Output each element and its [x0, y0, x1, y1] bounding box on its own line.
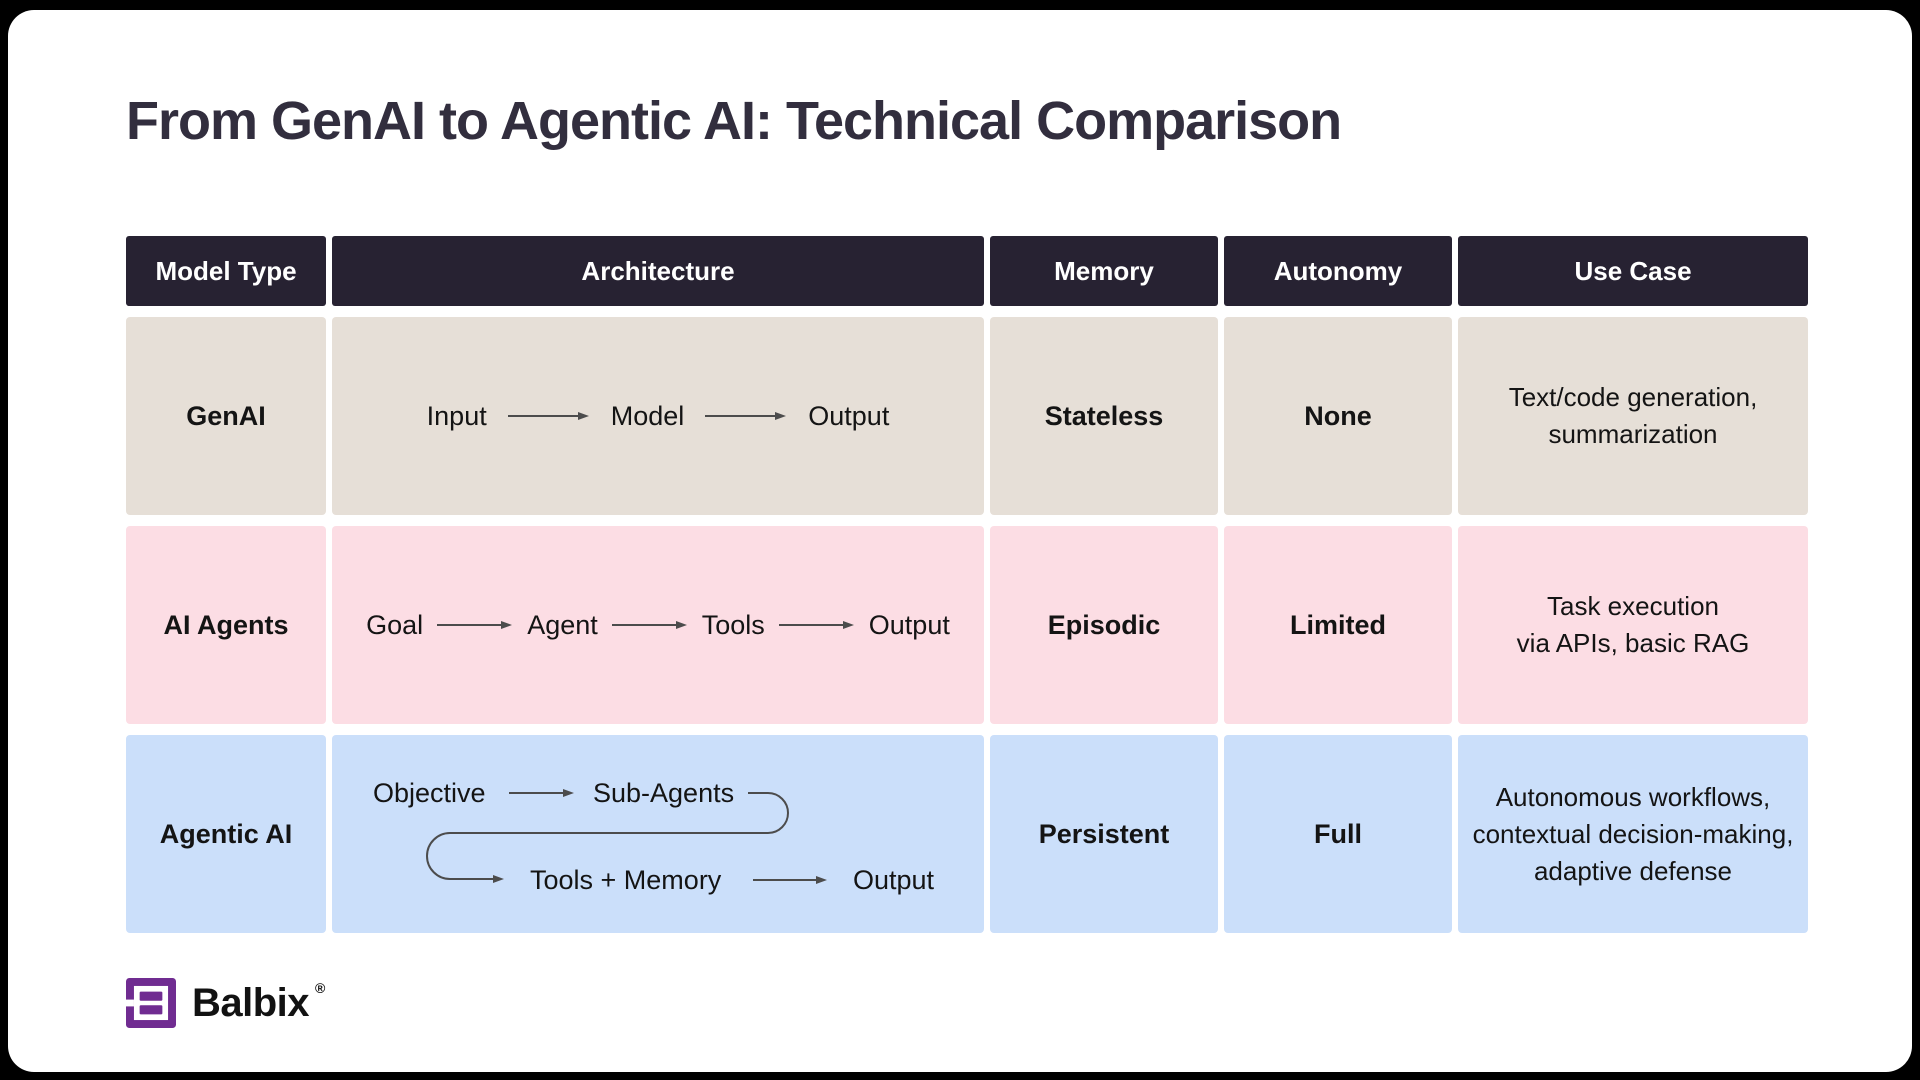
right-arrow-head-icon: [816, 876, 827, 884]
flow-node-goal: Goal: [366, 609, 424, 640]
flow-node-model: Model: [610, 400, 685, 431]
flow-node-objective: Objective: [373, 778, 486, 808]
genai-architecture-cell: Input Model Output: [332, 317, 984, 515]
ai-agents-autonomy-cell: Limited: [1224, 526, 1452, 724]
agentic-ai-flow-diagram: Objective Sub-Agents Tools + Memory Outp…: [373, 778, 935, 895]
brand-name: Balbix: [192, 981, 310, 1025]
use-case-line: adaptive defense: [1533, 855, 1733, 886]
header-autonomy: Autonomy: [1224, 236, 1452, 306]
agentic-ai-autonomy-cell: Full: [1224, 735, 1452, 933]
genai-model-type-cell: GenAI: [126, 317, 326, 515]
header-use-case: Use Case: [1458, 236, 1808, 306]
agentic-ai-use-case-cell: Autonomous workflows, contextual decisio…: [1458, 735, 1808, 933]
ai-agents-architecture-cell: Goal Agent Tools Output: [332, 526, 984, 724]
flow-node-agent: Agent: [527, 609, 598, 640]
agentic-ai-memory-cell: Persistent: [990, 735, 1218, 933]
flow-node-sub-agents: Sub-Agents: [593, 778, 734, 808]
right-arrow-head-icon: [493, 875, 504, 883]
right-arrow-icon: [507, 412, 589, 420]
loop-connector-line: [425, 792, 790, 880]
ai-agents-flow-diagram: Goal Agent Tools Output: [366, 610, 950, 641]
flow-node-tools-memory: Tools + Memory: [530, 865, 722, 895]
header-architecture: Architecture: [332, 236, 984, 306]
flow-node-input: Input: [426, 400, 487, 431]
flow-node-tools: Tools: [701, 609, 765, 640]
use-case-line: contextual decision-making,: [1472, 818, 1794, 849]
genai-memory-cell: Stateless: [990, 317, 1218, 515]
flow-node-output: Output: [808, 400, 890, 431]
flow-node-output: Output: [853, 865, 935, 895]
use-case-line: via APIs, basic RAG: [1516, 628, 1750, 658]
flow-node-output: Output: [868, 609, 950, 640]
page-title: From GenAI to Agentic AI: Technical Comp…: [126, 91, 1342, 151]
use-case-line: summarization: [1548, 419, 1718, 449]
genai-use-case-cell: Text/code generation, summarization: [1458, 317, 1808, 515]
registered-trademark-symbol: ®: [315, 980, 326, 996]
use-case-line: Autonomous workflows,: [1495, 781, 1771, 812]
ai-agents-model-type-cell: AI Agents: [126, 526, 326, 724]
agentic-ai-model-type-cell: Agentic AI: [126, 735, 326, 933]
footer-brand: Balbix ®: [126, 978, 325, 1028]
agentic-ai-architecture-cell: Objective Sub-Agents Tools + Memory Outp…: [332, 735, 984, 933]
use-case-line: Task execution: [1547, 591, 1719, 621]
balbix-logo-icon: [126, 978, 176, 1028]
right-arrow-head-icon: [563, 789, 574, 797]
ai-agents-use-case-cell: Task execution via APIs, basic RAG: [1458, 526, 1808, 724]
genai-flow-diagram: Input Model Output: [427, 401, 890, 432]
header-model-type: Model Type: [126, 236, 326, 306]
ai-agents-memory-cell: Episodic: [990, 526, 1218, 724]
right-arrow-icon: [611, 621, 687, 629]
right-arrow-icon: [778, 621, 854, 629]
genai-autonomy-cell: None: [1224, 317, 1452, 515]
header-memory: Memory: [990, 236, 1218, 306]
right-arrow-icon: [437, 621, 513, 629]
right-arrow-icon: [705, 412, 787, 420]
comparison-table: Model Type Architecture Memory Autonomy …: [126, 236, 1808, 933]
use-case-line: Text/code generation,: [1508, 382, 1758, 412]
slide-card: From GenAI to Agentic AI: Technical Comp…: [8, 10, 1912, 1072]
